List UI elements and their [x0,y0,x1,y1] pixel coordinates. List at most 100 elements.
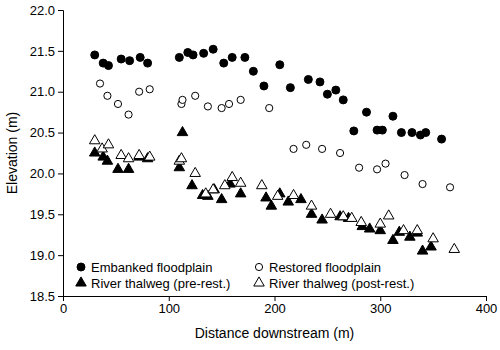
point [401,171,408,178]
series [91,45,446,143]
y-axis: 18.519.019.520.020.521.021.522.0 [30,3,64,304]
point-group [363,108,371,116]
point-group [419,180,426,187]
point-group [104,92,111,99]
legend-entry: River thalweg (post-rest.) [254,276,414,291]
point [306,200,317,209]
point-group [204,103,211,110]
legend-entry: Restored floodplain [255,260,381,275]
point-group [356,164,363,171]
point-group [96,80,103,87]
point [241,53,249,61]
point-group [216,193,227,202]
point [272,190,283,199]
point-group [260,82,268,90]
point-group [123,163,134,172]
tick-label: 21.5 [30,44,55,59]
tick-label: 22.0 [30,3,55,18]
point-group [383,210,394,219]
tick-label: 19.5 [30,207,55,222]
point [382,160,389,167]
point [113,163,124,172]
point-group [339,96,347,104]
point [339,96,347,104]
point [408,129,416,137]
point [114,100,121,107]
point [144,151,155,160]
point-group [176,153,187,162]
point [266,104,273,111]
point-group [316,78,324,86]
legend: Embanked floodplainRestored floodplainRi… [76,260,414,291]
point-group [332,86,340,94]
point-group [134,149,145,158]
point-group [272,190,283,199]
point [89,135,100,144]
point-group [350,127,358,135]
point [123,163,134,172]
point-group [422,129,430,137]
point-group [136,88,143,95]
point [338,211,349,220]
point [316,78,324,86]
point [179,96,186,103]
x-axis: 0100200300400 [60,296,497,316]
legend-label: Embanked floodplain [91,260,212,275]
point-group [218,104,225,111]
point [356,216,367,225]
point-group [257,180,268,189]
point-group [266,200,277,209]
point-group [306,200,317,209]
point-group [103,139,114,148]
point-group [237,96,244,103]
point-group [317,214,328,223]
point [290,145,297,152]
tick-mark [58,51,63,52]
point-group [373,166,380,173]
points [89,45,459,254]
tick: 20.0 [30,166,63,181]
legend-symbol-group [76,277,87,286]
tick-label: 18.5 [30,289,55,304]
point [378,126,386,134]
legend-entry: River thalweg (pre-rest.) [76,276,231,291]
point-group [126,57,134,65]
point-group [114,100,121,107]
tick: 400 [476,296,498,316]
legend-symbol-group [254,277,265,286]
point [225,100,232,107]
point [260,82,268,90]
point [227,171,238,180]
tick: 100 [158,296,180,316]
tick-mark [58,255,63,256]
point [220,59,228,67]
point [102,155,113,164]
point [373,166,380,173]
point-group [177,126,188,135]
tick-label: 400 [476,301,498,316]
point-group [117,55,125,63]
point [103,139,114,148]
point-group [144,151,155,160]
point [218,104,225,111]
point [383,210,394,219]
legend-label: River thalweg (post-rest.) [269,276,414,291]
tick: 300 [370,296,392,316]
point-group [113,163,124,172]
point [125,111,132,118]
legend-symbol [76,277,87,286]
point [303,141,310,148]
point-group [91,51,99,59]
point [276,61,284,69]
point-group [125,111,132,118]
tick-label: 0 [60,301,67,316]
legend-symbol [77,263,85,271]
tick: 19.5 [30,207,63,222]
point-group [412,225,423,234]
point-group [290,145,297,152]
point-group [382,160,389,167]
point [346,212,357,221]
series [96,80,453,191]
point [134,149,145,158]
point-group [389,112,397,120]
